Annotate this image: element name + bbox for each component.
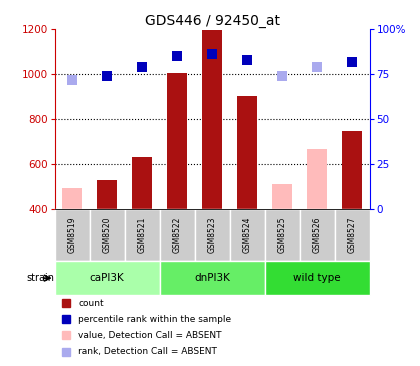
Text: GSM8523: GSM8523 <box>207 217 217 253</box>
Bar <box>202 30 222 209</box>
Text: percentile rank within the sample: percentile rank within the sample <box>78 315 231 324</box>
Text: wild type: wild type <box>293 273 341 283</box>
Text: GSM8526: GSM8526 <box>312 217 322 253</box>
Point <box>349 59 355 64</box>
Bar <box>125 209 160 261</box>
Bar <box>265 261 370 295</box>
Bar <box>55 261 160 295</box>
Point <box>69 76 76 82</box>
Text: caPI3K: caPI3K <box>90 273 124 283</box>
Bar <box>168 73 187 209</box>
Text: GSM8520: GSM8520 <box>102 217 112 253</box>
Bar <box>273 184 292 209</box>
Bar <box>89 209 125 261</box>
Bar <box>55 209 89 261</box>
Bar <box>132 157 152 209</box>
Text: GSM8522: GSM8522 <box>173 217 181 253</box>
Bar <box>97 180 117 209</box>
Text: GSM8527: GSM8527 <box>348 217 357 253</box>
Bar <box>160 261 265 295</box>
Point <box>314 64 320 70</box>
Bar <box>63 188 82 209</box>
Bar <box>299 209 335 261</box>
Bar <box>342 131 362 209</box>
Point <box>279 73 286 79</box>
Text: strain: strain <box>26 273 55 283</box>
Bar <box>265 209 299 261</box>
Point <box>244 57 250 63</box>
Point <box>209 52 215 57</box>
Bar <box>230 209 265 261</box>
Bar <box>237 96 257 209</box>
Bar <box>194 209 230 261</box>
Bar <box>160 209 194 261</box>
Text: value, Detection Call = ABSENT: value, Detection Call = ABSENT <box>78 331 222 340</box>
Title: GDS446 / 92450_at: GDS446 / 92450_at <box>144 14 280 28</box>
Text: rank, Detection Call = ABSENT: rank, Detection Call = ABSENT <box>78 347 217 356</box>
Point <box>139 64 145 70</box>
Text: count: count <box>78 299 104 307</box>
Point <box>174 53 181 59</box>
Text: GSM8519: GSM8519 <box>68 217 76 253</box>
Text: GSM8524: GSM8524 <box>243 217 252 253</box>
Text: dnPI3K: dnPI3K <box>194 273 230 283</box>
Text: GSM8525: GSM8525 <box>278 217 286 253</box>
Text: GSM8521: GSM8521 <box>138 217 147 253</box>
Bar <box>335 209 370 261</box>
Point <box>104 73 110 79</box>
Bar <box>307 149 327 209</box>
